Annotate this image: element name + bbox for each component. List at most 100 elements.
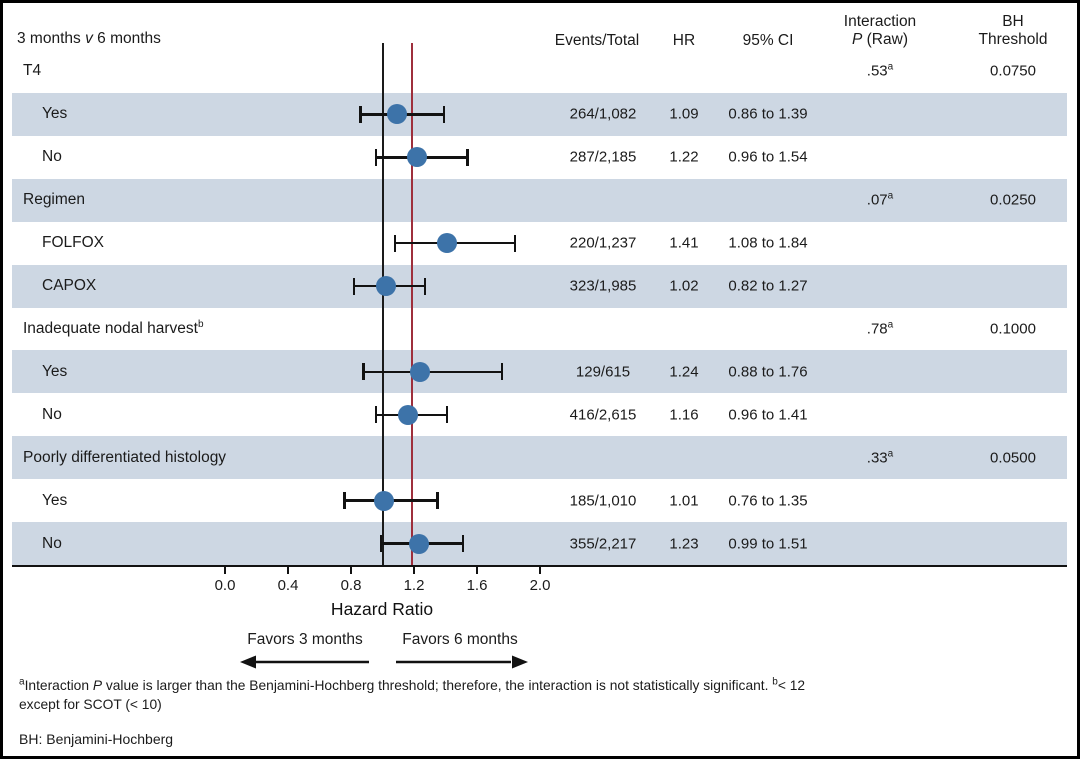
row-label: Inadequate nodal harvestb [23, 318, 204, 337]
title-pre: 3 months [17, 30, 81, 47]
x-axis-title: Hazard Ratio [330, 599, 434, 619]
row-label-sup: b [197, 318, 204, 330]
ci-whisker [363, 370, 503, 374]
ci-cap [513, 234, 517, 252]
ci-cap [442, 105, 446, 123]
ci-cap [436, 492, 439, 510]
left-arrow-icon [240, 655, 369, 669]
events-total-value: 287/2,185 [569, 148, 637, 166]
events-total-value: 416/2,615 [569, 406, 637, 424]
hr-value: 1.23 [669, 535, 699, 553]
interaction-p-italic: P [851, 31, 863, 48]
forest-rows: T4 .53a 0.0750 Yes 264/1,082 1.09 0.86 to 1.39… [12, 50, 1067, 566]
bh-threshold-value: 0.0500 [990, 449, 1036, 467]
p-value-sup: a [887, 448, 894, 460]
forest-row: FOLFOX 220/1,237 1.41 1.08 to 1.84 [12, 222, 1067, 265]
events-total-value: 129/615 [575, 363, 631, 381]
ci-cap [423, 277, 427, 295]
row-label: Poorly differentiated histology [23, 448, 227, 466]
events-total-value: 355/2,217 [569, 535, 637, 553]
footnote-text-1: Interaction [24, 678, 93, 693]
hr-point-marker [375, 276, 396, 297]
column-header-hr: HR [672, 32, 696, 49]
forest-row: Inadequate nodal harvestb .78a 0.1000 [12, 308, 1067, 351]
hr-point-marker [408, 533, 429, 554]
ci-value: 0.96 to 1.54 [728, 148, 808, 166]
row-label: No [42, 148, 62, 166]
footnote: aInteraction P value is larger than the … [19, 677, 824, 714]
ci-cap [374, 406, 378, 424]
forest-row: Poorly differentiated histology .33a 0.050… [12, 436, 1067, 480]
ci-cap [500, 363, 504, 381]
interaction-p-value: .53a [866, 61, 894, 80]
ci-value: 0.76 to 1.35 [728, 492, 808, 510]
favors-3-months-label: Favors 3 months [247, 631, 363, 648]
right-arrow-icon [396, 655, 528, 669]
ci-cap [352, 277, 356, 295]
ci-cap [374, 148, 378, 166]
row-label: Yes [42, 491, 68, 509]
hr-point-marker [437, 233, 458, 254]
hr-value: 1.22 [669, 148, 699, 166]
interaction-p-value: .78a [866, 319, 894, 338]
favors-6-months-label: Favors 6 months [402, 631, 518, 648]
axis-tick-label: 2.0 [529, 577, 551, 594]
ci-value: 0.82 to 1.27 [728, 277, 808, 295]
column-header-ci: 95% CI [742, 32, 794, 49]
footnote-text-2: value is larger than the Benjamini-Hochb… [102, 678, 773, 693]
axis-tick-label: 0.4 [277, 577, 299, 594]
axis-tick [539, 567, 541, 574]
hr-point-marker [374, 490, 395, 511]
row-label: T4 [23, 62, 42, 80]
axis-tick [224, 567, 226, 574]
axis-tick [350, 567, 352, 574]
ci-cap [445, 406, 449, 424]
interaction-header-line1: Interaction [843, 13, 917, 30]
events-total-value: 220/1,237 [569, 234, 637, 252]
interaction-raw: (Raw) [866, 31, 908, 48]
events-total-value: 185/1,010 [569, 492, 637, 510]
abbreviation-note: BH: Benjamini-Hochberg [19, 731, 174, 747]
column-header-events-total: Events/Total [554, 32, 640, 49]
bh-threshold-value: 0.1000 [990, 320, 1036, 338]
p-value-sup: a [887, 319, 894, 331]
row-label: No [42, 405, 62, 423]
column-header-bh-threshold: BH Threshold [979, 13, 1048, 49]
hr-value: 1.01 [669, 492, 699, 510]
interaction-p-value: .33a [866, 448, 894, 467]
ci-cap [379, 535, 383, 553]
favors-arrows [240, 655, 528, 669]
forest-row: Yes 129/615 1.24 0.88 to 1.76 [12, 350, 1067, 394]
ci-value: 0.88 to 1.76 [728, 363, 808, 381]
row-label: Yes [42, 362, 68, 380]
x-axis-line [12, 565, 1067, 567]
forest-row: T4 .53a 0.0750 [12, 50, 1067, 93]
footnote-sup-b: b [772, 676, 778, 688]
ci-cap [362, 363, 365, 381]
hr-point-marker [386, 104, 407, 125]
forest-row: No 287/2,185 1.22 0.96 to 1.54 [12, 136, 1067, 179]
ci-cap [393, 234, 397, 252]
hr-value: 1.02 [669, 277, 699, 295]
axis-tick-label: 0.0 [214, 577, 236, 594]
forest-row: No 355/2,217 1.23 0.99 to 1.51 [12, 522, 1067, 566]
ci-value: 1.08 to 1.84 [728, 234, 808, 252]
axis-tick-label: 1.2 [403, 577, 425, 594]
forest-row: Yes 185/1,010 1.01 0.76 to 1.35 [12, 479, 1067, 522]
events-total-value: 323/1,985 [569, 277, 637, 295]
column-header-interaction-p: Interaction P (Raw) [844, 13, 916, 49]
forest-row: Regimen .07a 0.0250 [12, 178, 1067, 222]
hr-point-marker [410, 361, 431, 382]
hr-value: 1.24 [669, 363, 699, 381]
forest-row: Yes 264/1,082 1.09 0.86 to 1.39 [12, 92, 1067, 136]
hr-value: 1.41 [669, 234, 699, 252]
row-label: Yes [42, 105, 68, 123]
p-value-sup: a [887, 190, 894, 202]
title-versus: v [85, 30, 93, 47]
bh-header-line2: Threshold [978, 31, 1048, 48]
hr-point-marker [397, 404, 418, 425]
row-label: Regimen [23, 191, 86, 209]
axis-tick-label: 0.8 [340, 577, 362, 594]
footnote-p-italic: P [92, 678, 103, 693]
